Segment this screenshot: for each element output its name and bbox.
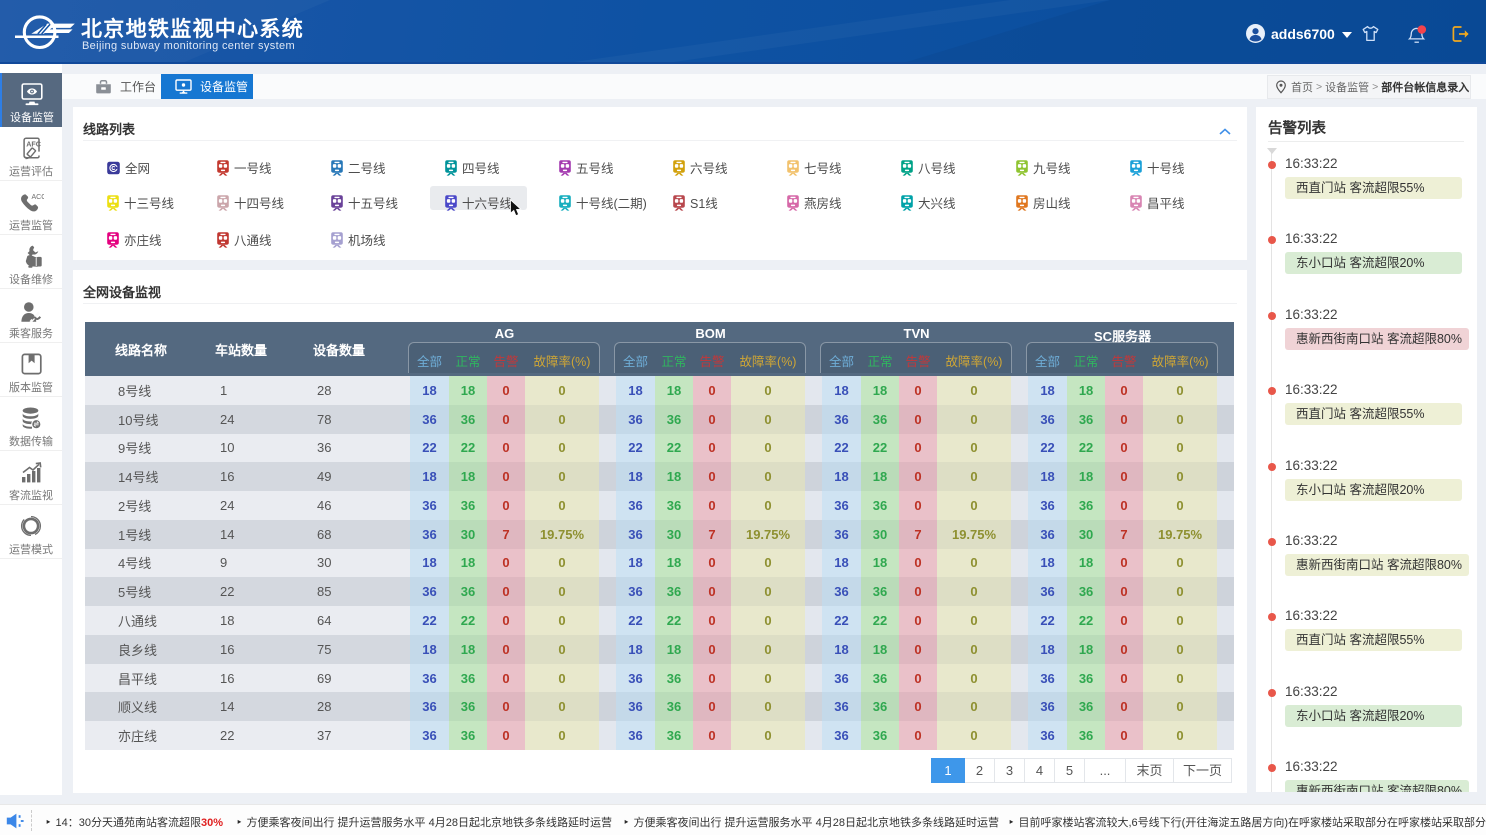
svg-text:AFC: AFC (26, 140, 41, 149)
svg-text:ACC: ACC (32, 194, 45, 201)
